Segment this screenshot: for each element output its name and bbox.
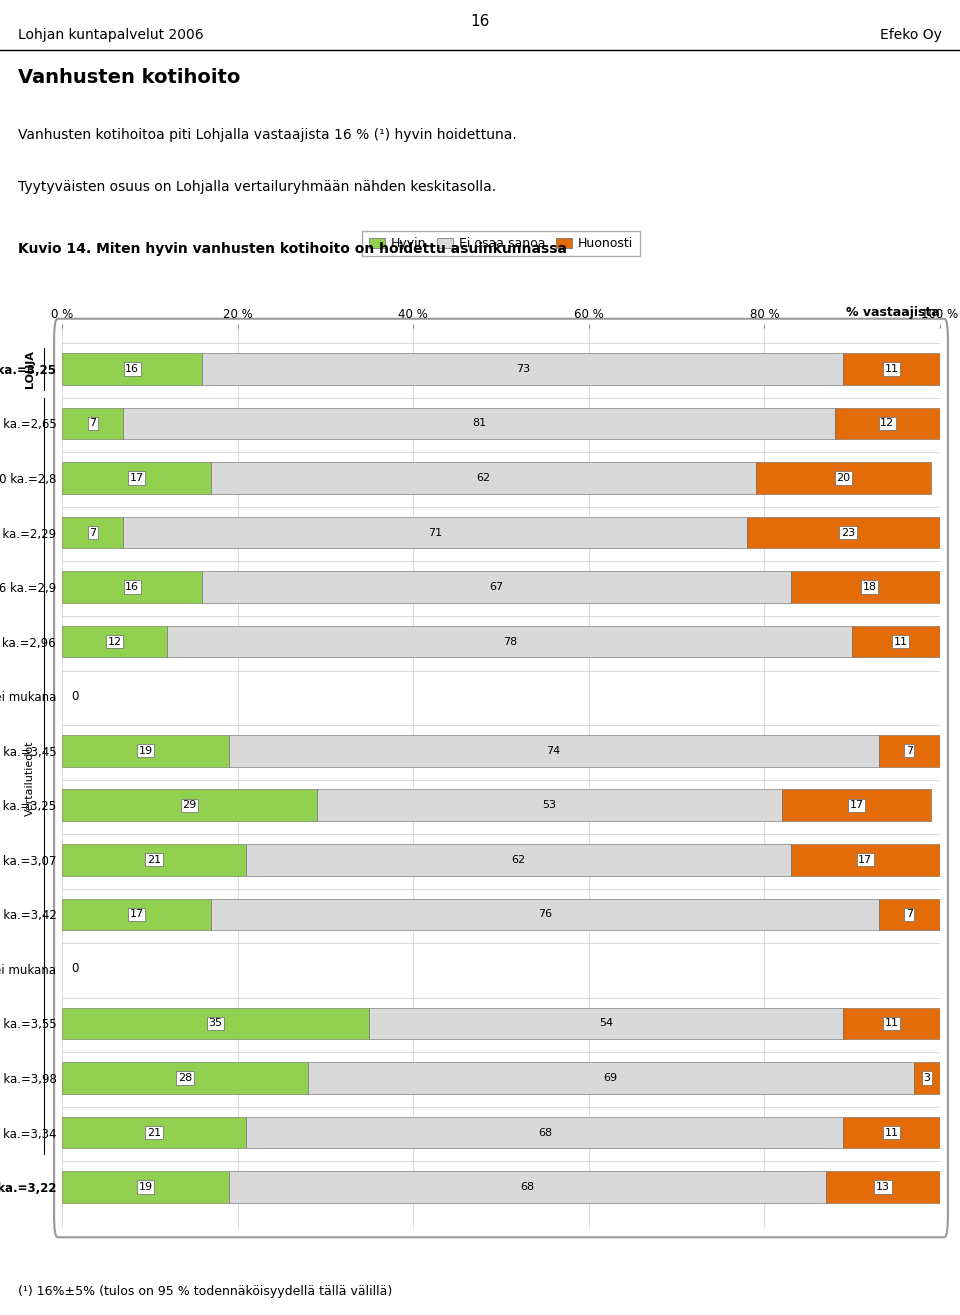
Text: 7: 7 bbox=[905, 910, 913, 919]
Bar bbox=[370, 1007, 844, 1039]
Text: 13: 13 bbox=[876, 1182, 890, 1193]
FancyBboxPatch shape bbox=[54, 318, 948, 1237]
Bar bbox=[203, 354, 844, 385]
Bar bbox=[844, 1007, 940, 1039]
Text: 21: 21 bbox=[147, 1127, 161, 1137]
Bar bbox=[62, 571, 203, 602]
Bar bbox=[62, 844, 247, 876]
Bar bbox=[228, 1172, 826, 1203]
Text: 76: 76 bbox=[538, 910, 552, 919]
Text: 71: 71 bbox=[428, 527, 443, 538]
Text: 17: 17 bbox=[858, 855, 873, 865]
Bar bbox=[211, 898, 878, 930]
Text: 17: 17 bbox=[850, 801, 864, 810]
Text: 11: 11 bbox=[885, 1127, 899, 1137]
Text: 11: 11 bbox=[885, 1018, 899, 1028]
Text: 0: 0 bbox=[71, 963, 78, 976]
Text: 19: 19 bbox=[138, 746, 153, 756]
Bar bbox=[791, 844, 940, 876]
Bar bbox=[62, 1172, 228, 1203]
Bar bbox=[791, 571, 948, 602]
Text: % vastaajista: % vastaajista bbox=[847, 305, 940, 318]
Text: (¹) 16%±5% (tulos on 95 % todennäköisyydellä tällä välillä): (¹) 16%±5% (tulos on 95 % todennäköisyyd… bbox=[18, 1285, 393, 1298]
Bar bbox=[167, 626, 852, 658]
Text: 21: 21 bbox=[147, 855, 161, 865]
Bar bbox=[247, 844, 791, 876]
Text: 81: 81 bbox=[472, 418, 486, 429]
Bar bbox=[308, 1063, 914, 1094]
Text: 23: 23 bbox=[841, 527, 854, 538]
Text: 16: 16 bbox=[125, 583, 139, 592]
Text: 73: 73 bbox=[516, 364, 530, 373]
Text: Vanhusten kotihoitoa piti Lohjalla vastaajista 16 % (¹) hyvin hoidettuna.: Vanhusten kotihoitoa piti Lohjalla vasta… bbox=[18, 128, 516, 142]
Text: LOHJA: LOHJA bbox=[25, 350, 35, 388]
Text: Vanhusten kotihoito: Vanhusten kotihoito bbox=[18, 68, 240, 87]
Bar bbox=[747, 517, 948, 548]
Text: 12: 12 bbox=[108, 636, 122, 647]
Bar bbox=[62, 789, 317, 821]
Bar bbox=[62, 1116, 247, 1148]
Bar bbox=[756, 462, 931, 494]
Text: 62: 62 bbox=[476, 473, 491, 483]
Text: 35: 35 bbox=[208, 1018, 223, 1028]
Text: 20: 20 bbox=[836, 473, 851, 483]
Text: 11: 11 bbox=[885, 364, 899, 373]
Text: 68: 68 bbox=[520, 1182, 535, 1193]
Bar bbox=[203, 571, 791, 602]
Bar bbox=[62, 1007, 370, 1039]
Text: 17: 17 bbox=[130, 910, 144, 919]
Bar bbox=[878, 898, 940, 930]
Bar bbox=[62, 898, 211, 930]
Bar bbox=[124, 517, 747, 548]
Text: 0: 0 bbox=[71, 689, 78, 702]
Legend: Hyvin, Ei osaa sanoa, Huonosti: Hyvin, Ei osaa sanoa, Huonosti bbox=[362, 230, 639, 256]
Text: Lohjan kuntapalvelut 2006: Lohjan kuntapalvelut 2006 bbox=[18, 28, 204, 42]
Text: 19: 19 bbox=[138, 1182, 153, 1193]
Bar bbox=[62, 735, 228, 767]
Text: 12: 12 bbox=[880, 418, 895, 429]
Text: 16: 16 bbox=[470, 14, 490, 29]
Text: Efeko Oy: Efeko Oy bbox=[880, 28, 942, 42]
Bar bbox=[247, 1116, 844, 1148]
Text: 18: 18 bbox=[863, 583, 876, 592]
Text: 11: 11 bbox=[894, 636, 907, 647]
Bar bbox=[62, 462, 211, 494]
Text: 62: 62 bbox=[512, 855, 526, 865]
Bar bbox=[62, 354, 203, 385]
Bar bbox=[782, 789, 931, 821]
Text: 74: 74 bbox=[546, 746, 561, 756]
Text: 7: 7 bbox=[89, 418, 96, 429]
Bar bbox=[852, 626, 948, 658]
Bar bbox=[211, 462, 756, 494]
Text: 54: 54 bbox=[599, 1018, 613, 1028]
Bar bbox=[62, 408, 124, 439]
Bar bbox=[62, 626, 167, 658]
Text: 67: 67 bbox=[490, 583, 504, 592]
Bar bbox=[914, 1063, 940, 1094]
Text: 29: 29 bbox=[182, 801, 197, 810]
Bar bbox=[124, 408, 834, 439]
Text: 16: 16 bbox=[125, 364, 139, 373]
Bar bbox=[62, 517, 124, 548]
Text: Tyytyväisten osuus on Lohjalla vertailuryhmään nähden keskitasolla.: Tyytyväisten osuus on Lohjalla vertailur… bbox=[18, 180, 496, 195]
Bar bbox=[844, 354, 940, 385]
Text: 53: 53 bbox=[542, 801, 556, 810]
Bar bbox=[62, 1063, 308, 1094]
Text: 3: 3 bbox=[924, 1073, 930, 1084]
Text: 78: 78 bbox=[503, 636, 516, 647]
Text: 69: 69 bbox=[604, 1073, 618, 1084]
Text: 68: 68 bbox=[538, 1127, 552, 1137]
Bar bbox=[826, 1172, 940, 1203]
Text: 28: 28 bbox=[178, 1073, 192, 1084]
Text: Kuvio 14. Miten hyvin vanhusten kotihoito on hoidettu asuinkunnassa: Kuvio 14. Miten hyvin vanhusten kotihoit… bbox=[18, 242, 567, 256]
Bar bbox=[834, 408, 940, 439]
Text: Vertailutiedot: Vertailutiedot bbox=[25, 740, 35, 815]
Text: 7: 7 bbox=[89, 527, 96, 538]
Text: 17: 17 bbox=[130, 473, 144, 483]
Bar bbox=[228, 735, 878, 767]
Bar bbox=[317, 789, 782, 821]
Bar bbox=[878, 735, 940, 767]
Bar bbox=[844, 1116, 940, 1148]
Text: 7: 7 bbox=[905, 746, 913, 756]
